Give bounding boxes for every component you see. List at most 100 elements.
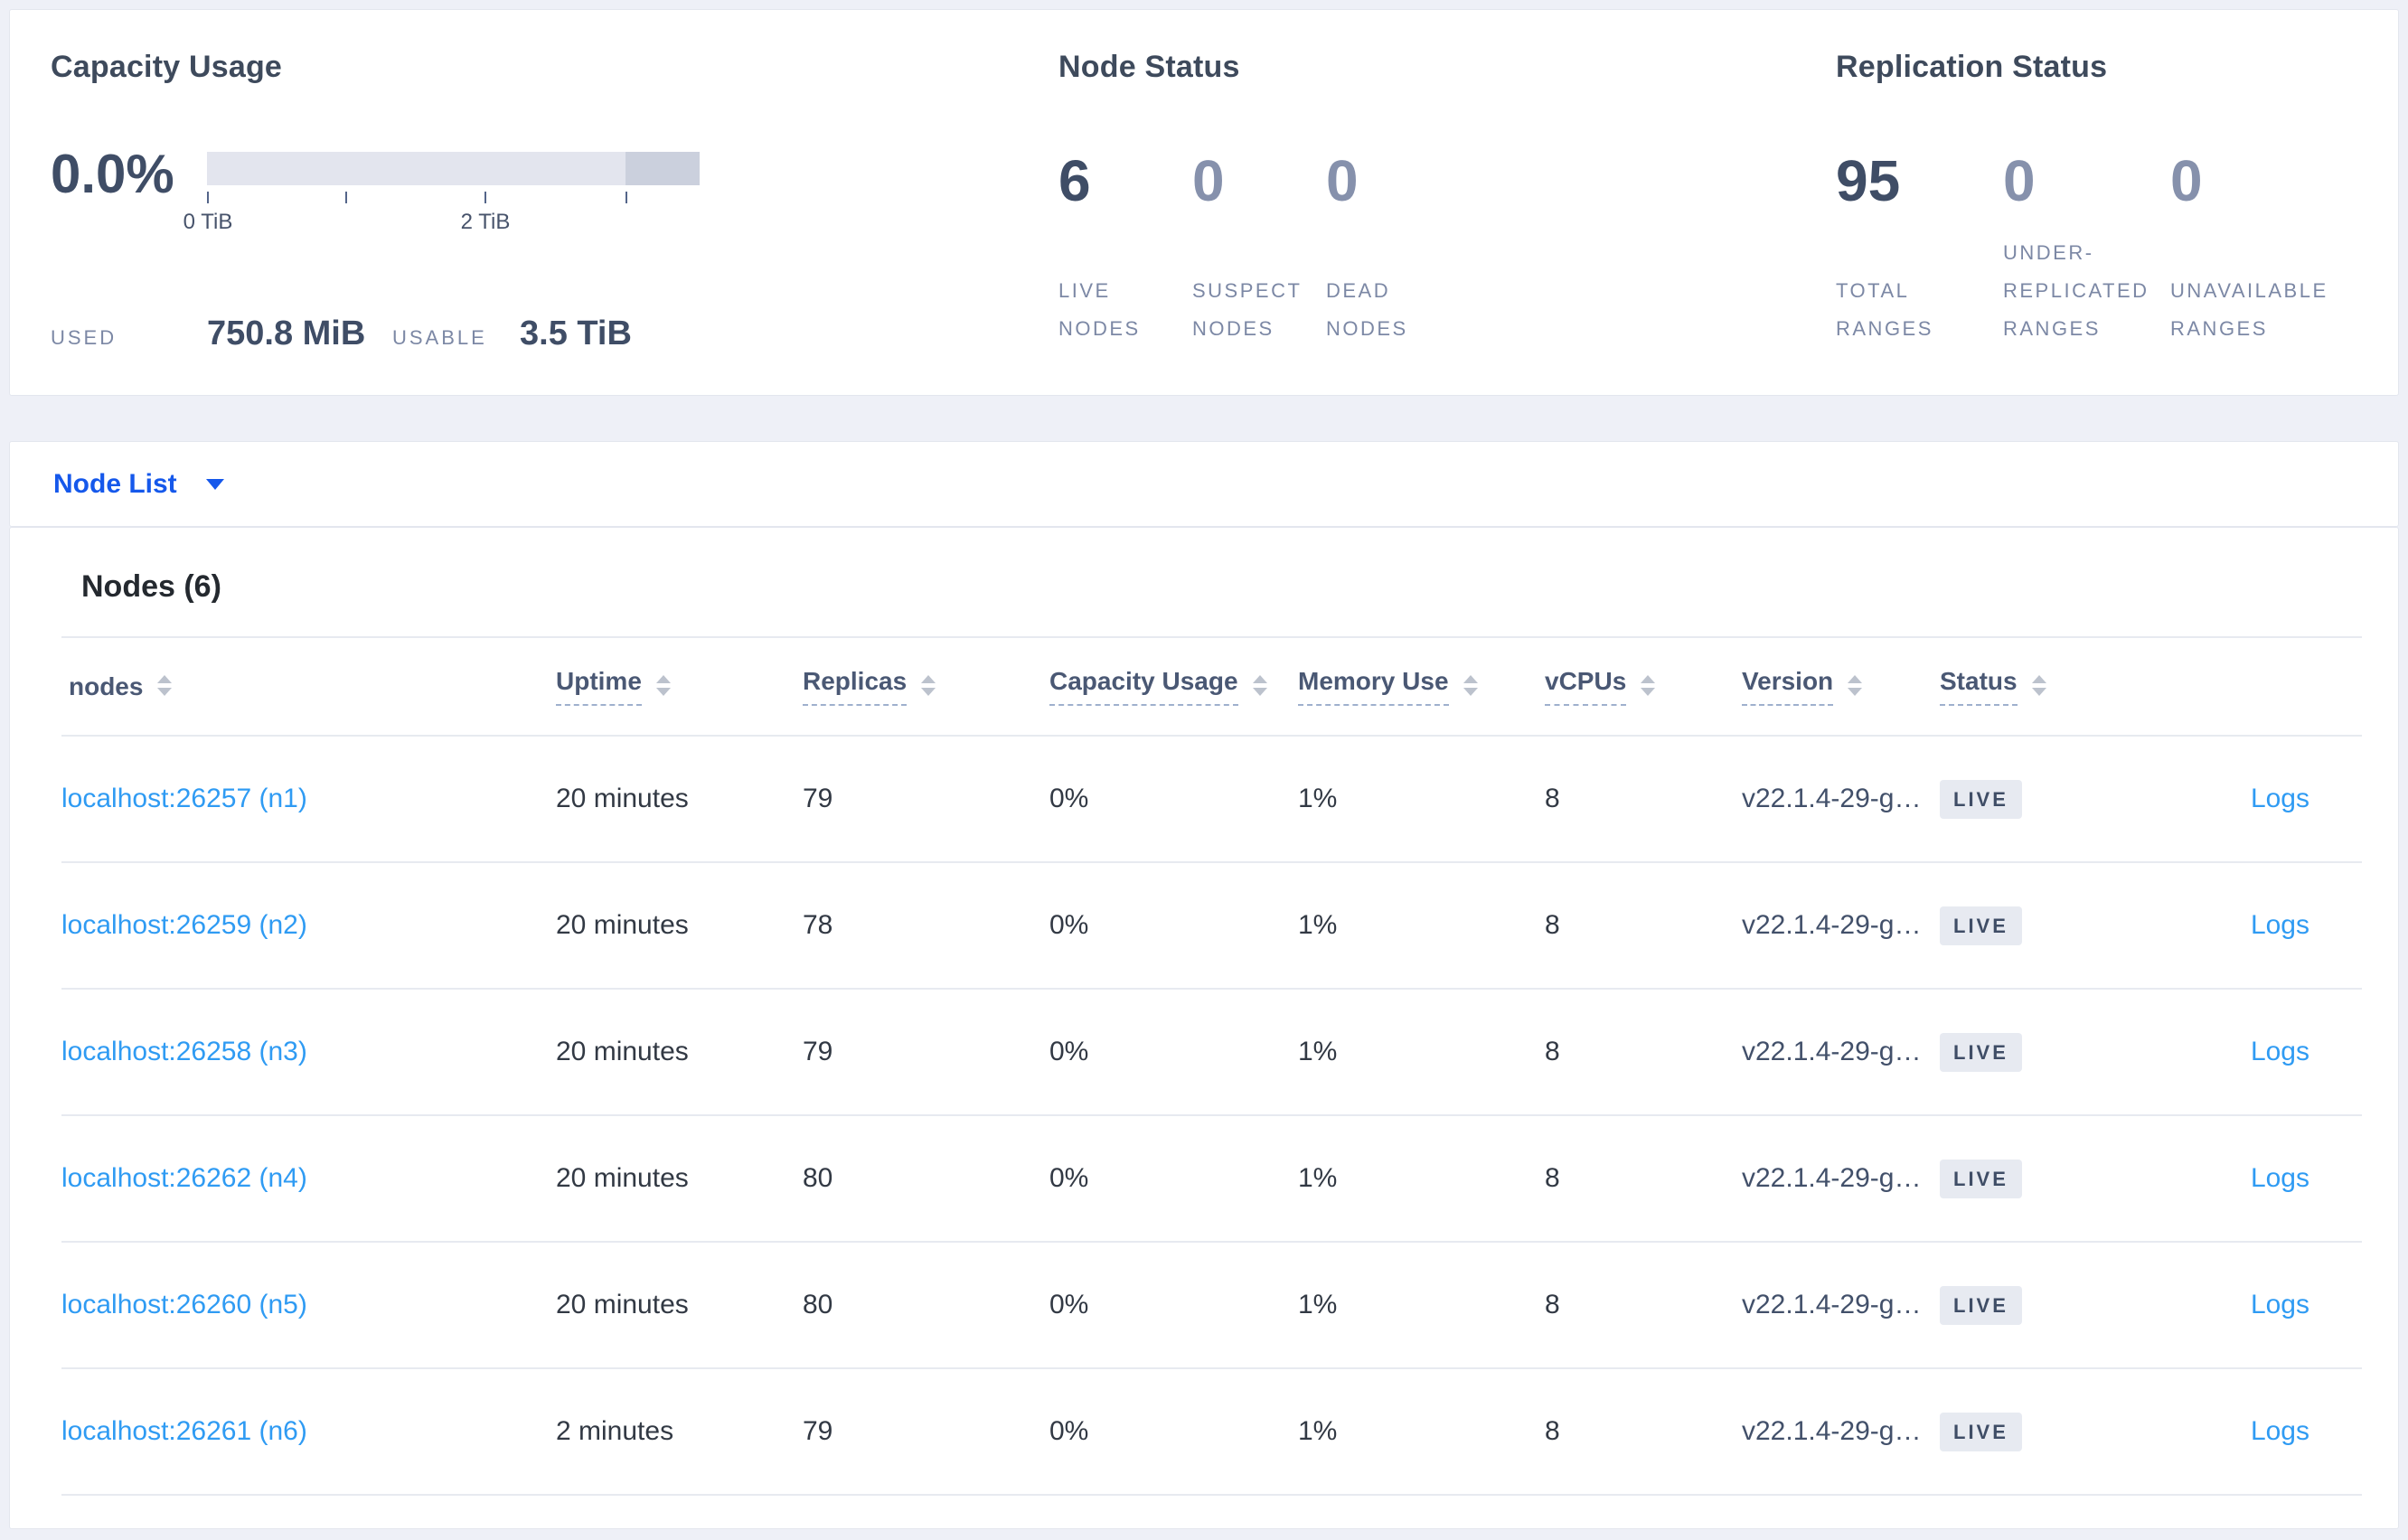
capacity-usage-cell: 0% (1049, 910, 1089, 940)
capacity-usage-cell: 0% (1049, 1290, 1089, 1319)
logs-link[interactable]: Logs (2250, 1163, 2309, 1193)
sort-icon (1252, 675, 1267, 696)
vcpus-cell: 8 (1545, 1163, 1560, 1193)
node-list-dropdown[interactable]: Node List (53, 469, 224, 500)
live-nodes-label: LIVE NODES (1058, 279, 1141, 340)
logs-link[interactable]: Logs (2250, 910, 2309, 940)
status-badge: LIVE (1940, 779, 2022, 819)
memory-use-cell: 1% (1298, 1416, 1338, 1446)
column-header-version[interactable]: Version (1742, 667, 1940, 706)
node-status-title: Node Status (1058, 50, 1240, 84)
live-nodes-value: 6 (1058, 148, 1091, 213)
status-badge: LIVE (1940, 1285, 2022, 1325)
replication-labels: TOTAL RANGES UNDER- REPLICATED RANGES UN… (1836, 210, 2398, 348)
status-badge: LIVE (1940, 1159, 2022, 1198)
capacity-bar-reserved-segment (626, 152, 700, 185)
column-header-uptime[interactable]: Uptime (556, 667, 803, 706)
table-row: localhost:26258 (n3) 20 minutes 79 0% 1%… (61, 990, 2362, 1116)
table-row: localhost:26261 (n6) 2 minutes 79 0% 1% … (61, 1369, 2362, 1496)
version-cell: v22.1.4-29-g… (1742, 1416, 1922, 1446)
column-header-memory-use[interactable]: Memory Use (1298, 667, 1545, 706)
replication-status-title: Replication Status (1836, 50, 2108, 84)
chevron-down-icon (205, 478, 224, 490)
replication-values: 95 0 0 (1836, 152, 2398, 210)
replication-status-section: Replication Status 95 0 0 TOTAL RANGES U… (1820, 10, 2398, 395)
vcpus-cell: 8 (1545, 1416, 1560, 1446)
node-status-values: 6 0 0 (1058, 152, 1820, 210)
column-header-status[interactable]: Status (1940, 667, 2169, 706)
version-cell: v22.1.4-29-g… (1742, 1163, 1922, 1193)
nodes-table-title: Nodes (6) (81, 569, 221, 604)
sort-icon (921, 675, 936, 696)
table-row: localhost:26260 (n5) 20 minutes 80 0% 1%… (61, 1243, 2362, 1369)
vcpus-cell: 8 (1545, 1037, 1560, 1066)
memory-use-cell: 1% (1298, 1037, 1338, 1066)
replicas-cell: 79 (803, 1416, 833, 1446)
nodes-table-header: nodes Uptime Replicas Capacity Usage Mem… (61, 636, 2362, 737)
uptime-cell: 20 minutes (556, 1290, 689, 1319)
uptime-cell: 20 minutes (556, 1037, 689, 1066)
uptime-cell: 20 minutes (556, 784, 689, 813)
capacity-usage-section: Capacity Usage 0.0% 0 TiB 2 TiB U (10, 10, 1058, 395)
sort-icon (1848, 675, 1863, 696)
sort-icon (2031, 675, 2046, 696)
replicas-cell: 79 (803, 784, 833, 813)
column-header-vcpus[interactable]: vCPUs (1545, 667, 1742, 706)
version-cell: v22.1.4-29-g… (1742, 1290, 1922, 1319)
suspect-nodes-label: SUSPECT NODES (1192, 279, 1303, 340)
used-value: 750.8 MiB (207, 315, 366, 352)
cluster-summary-card: Capacity Usage 0.0% 0 TiB 2 TiB U (9, 9, 2399, 396)
uptime-cell: 2 minutes (556, 1416, 674, 1446)
total-ranges-value: 95 (1836, 148, 1901, 213)
capacity-usage-title: Capacity Usage (51, 50, 283, 84)
vcpus-cell: 8 (1545, 1290, 1560, 1319)
node-link[interactable]: localhost:26257 (n1) (61, 784, 307, 813)
status-badge: LIVE (1940, 906, 2022, 945)
sort-icon (1641, 675, 1656, 696)
table-row: localhost:26259 (n2) 20 minutes 78 0% 1%… (61, 863, 2362, 990)
capacity-bar-track (207, 152, 700, 185)
dead-nodes-value: 0 (1326, 148, 1359, 213)
memory-use-cell: 1% (1298, 910, 1338, 940)
capacity-gauge: 0.0% 0 TiB 2 TiB (51, 144, 1058, 242)
status-badge: LIVE (1940, 1032, 2022, 1072)
replicas-cell: 80 (803, 1163, 833, 1193)
replicas-cell: 79 (803, 1037, 833, 1066)
logs-link[interactable]: Logs (2250, 1416, 2309, 1446)
capacity-used-usable: USED 750.8 MiB USABLE 3.5 TiB (51, 315, 1058, 353)
axis-tick-label: 2 TiB (460, 210, 511, 234)
column-header-replicas[interactable]: Replicas (803, 667, 1049, 706)
sort-icon (655, 675, 671, 696)
node-link[interactable]: localhost:26260 (n5) (61, 1290, 307, 1319)
logs-link[interactable]: Logs (2250, 1037, 2309, 1066)
sort-icon (1463, 675, 1478, 696)
total-ranges-label: TOTAL RANGES (1836, 279, 1933, 340)
nodes-table-card: Nodes (6) nodes Uptime Replicas Capacity… (9, 527, 2399, 1529)
node-link[interactable]: localhost:26259 (n2) (61, 910, 307, 940)
node-link[interactable]: localhost:26261 (n6) (61, 1416, 307, 1446)
capacity-bar: 0 TiB 2 TiB (183, 152, 700, 242)
capacity-percent: 0.0% (51, 144, 174, 204)
column-header-capacity-usage[interactable]: Capacity Usage (1049, 667, 1298, 706)
unavailable-ranges-value: 0 (2170, 148, 2203, 213)
view-selector-bar: Node List (9, 441, 2399, 527)
memory-use-cell: 1% (1298, 784, 1338, 813)
suspect-nodes-value: 0 (1192, 148, 1225, 213)
sort-icon (157, 675, 173, 696)
table-row: localhost:26262 (n4) 20 minutes 80 0% 1%… (61, 1116, 2362, 1243)
under-replicated-ranges-value: 0 (2003, 148, 2036, 213)
replicas-cell: 78 (803, 910, 833, 940)
status-badge: LIVE (1940, 1412, 2022, 1451)
column-header-nodes[interactable]: nodes (61, 672, 556, 701)
node-link[interactable]: localhost:26258 (n3) (61, 1037, 307, 1066)
dead-nodes-label: DEAD NODES (1326, 279, 1408, 340)
version-cell: v22.1.4-29-g… (1742, 1037, 1922, 1066)
node-link[interactable]: localhost:26262 (n4) (61, 1163, 307, 1193)
logs-link[interactable]: Logs (2250, 1290, 2309, 1319)
axis-tick (345, 192, 347, 203)
logs-link[interactable]: Logs (2250, 784, 2309, 813)
uptime-cell: 20 minutes (556, 910, 689, 940)
capacity-usage-cell: 0% (1049, 1416, 1089, 1446)
used-label: USED (51, 326, 118, 349)
vcpus-cell: 8 (1545, 784, 1560, 813)
